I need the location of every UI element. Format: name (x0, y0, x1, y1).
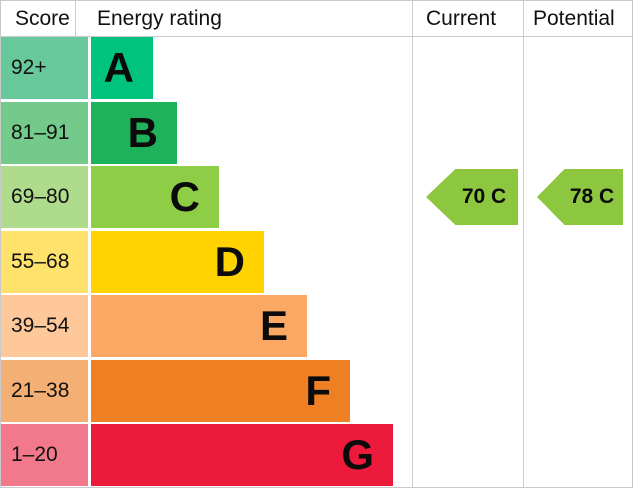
score-range-c: 69–80 (1, 166, 88, 229)
score-range-d: 55–68 (1, 230, 88, 293)
current-rating-label: 70 C (461, 185, 507, 208)
rating-bar-b: B (91, 101, 177, 164)
band-row-a: 92+ A (1, 37, 411, 99)
band-row-b: 81–91 B (1, 101, 411, 164)
score-range-b: 81–91 (1, 101, 88, 164)
band-row-e: 39–54 E (1, 295, 411, 358)
rating-bar-g: G (91, 424, 393, 487)
rating-bar-d: D (91, 230, 264, 293)
rating-bar-a: A (91, 37, 153, 99)
chart-header: Score Energy rating Current Potential (1, 1, 632, 37)
band-row-d: 55–68 D (1, 230, 411, 293)
header-current-label: Current (426, 7, 497, 30)
rating-bar-c: C (91, 166, 219, 229)
potential-rating-label: 78 C (569, 185, 615, 208)
bands: 92+ A 81–91 B 69–80 C 55–68 D 39–54 E 21… (1, 37, 632, 487)
score-range-e: 39–54 (1, 295, 88, 358)
score-range-f: 21–38 (1, 359, 88, 422)
band-row-g: 1–20 G (1, 424, 411, 487)
band-row-f: 21–38 F (1, 359, 411, 422)
rating-bar-f: F (91, 359, 350, 422)
score-range-a: 92+ (1, 37, 88, 99)
current-column-divider (412, 1, 413, 487)
header-score-label: Score (15, 7, 70, 30)
potential-column-divider (523, 1, 524, 487)
score-range-g: 1–20 (1, 424, 88, 487)
score-column-divider (75, 1, 76, 36)
header-potential-label: Potential (533, 7, 615, 30)
rating-bar-e: E (91, 295, 307, 358)
header-energy-rating-label: Energy rating (97, 7, 222, 30)
band-row-c: 69–80 C (1, 166, 411, 229)
